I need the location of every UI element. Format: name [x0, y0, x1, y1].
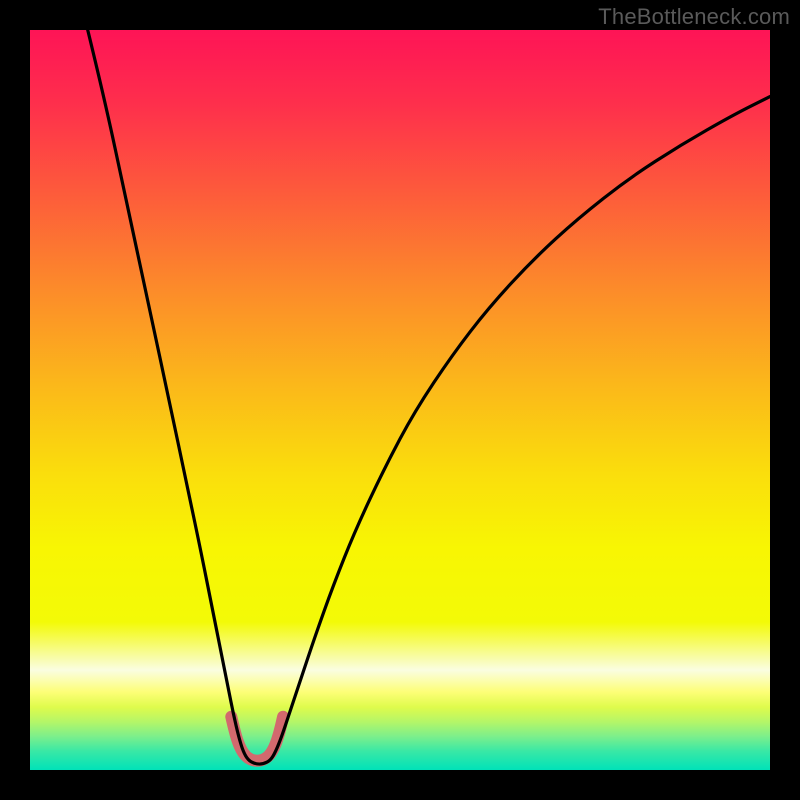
bottleneck-chart	[0, 0, 800, 800]
chart-container: TheBottleneck.com	[0, 0, 800, 800]
watermark-text: TheBottleneck.com	[598, 4, 790, 30]
